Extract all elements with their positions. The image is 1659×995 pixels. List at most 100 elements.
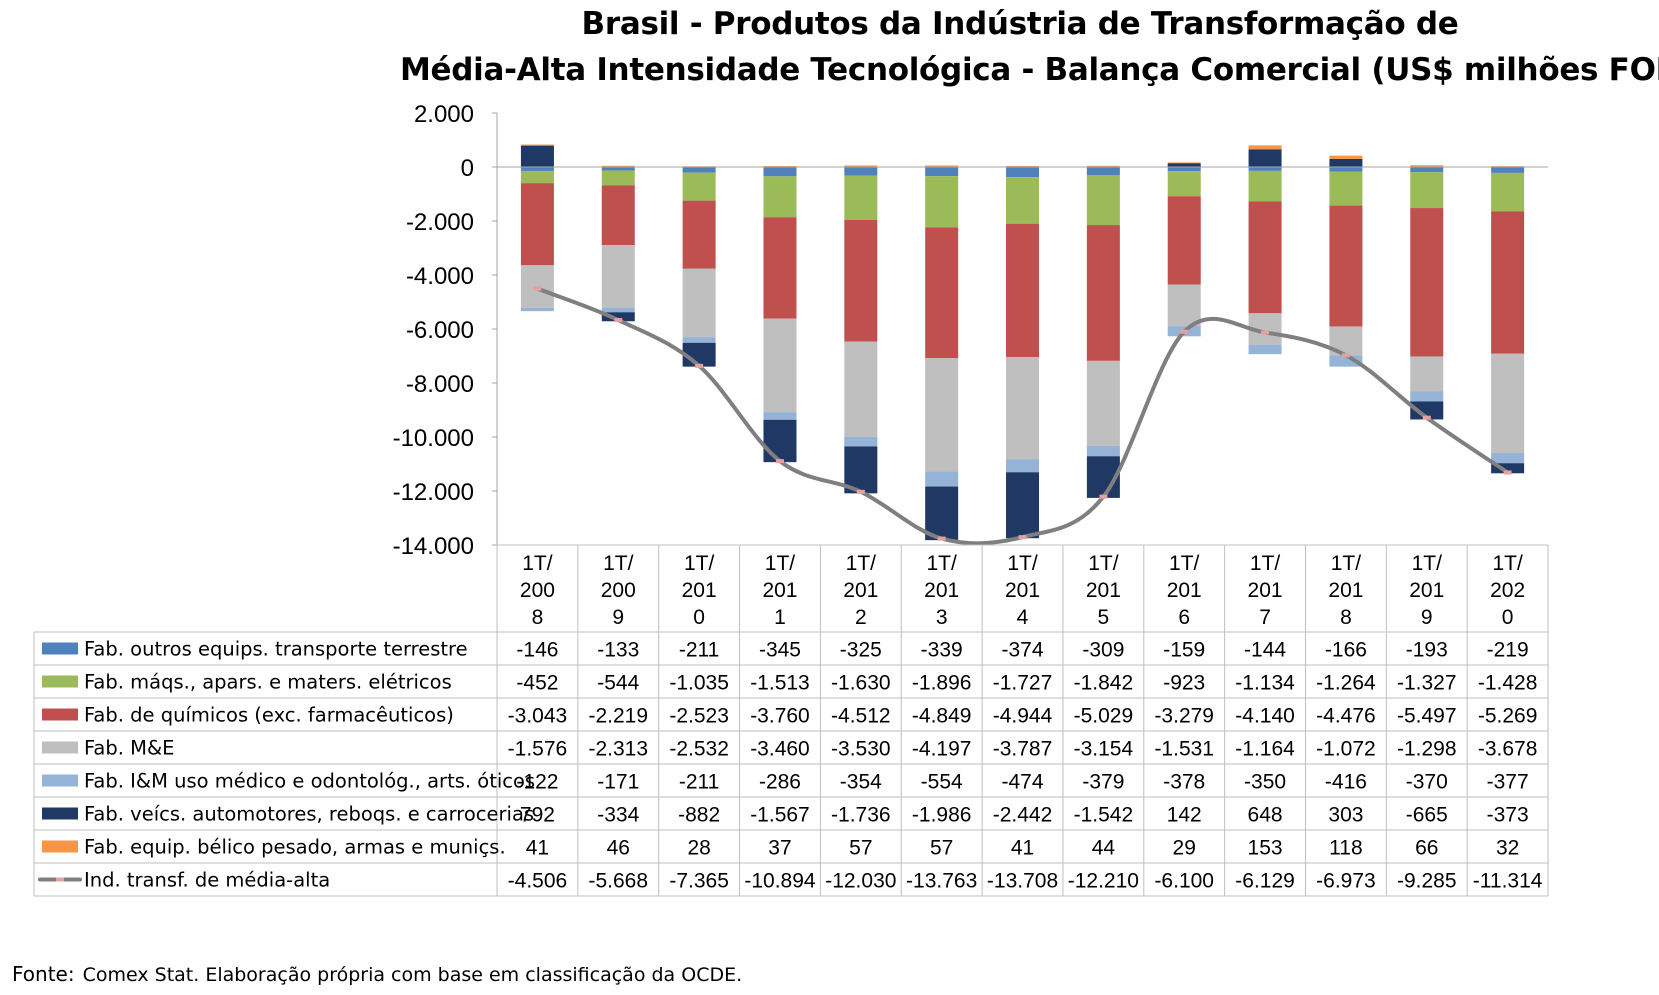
legend-label: Fab. M&E	[84, 737, 175, 760]
category-label: 5	[1098, 606, 1110, 629]
table-cell: -1.428	[1478, 672, 1538, 695]
table-cell: 142	[1167, 804, 1202, 827]
table-cell: -370	[1406, 771, 1448, 794]
bar-segment	[1167, 171, 1201, 197]
line-marker	[937, 536, 946, 541]
table-cell: 32	[1496, 837, 1519, 860]
table-cell: -2.532	[669, 738, 729, 761]
table-cell: -309	[1082, 639, 1124, 662]
y-tick-label: -10.000	[393, 425, 474, 452]
table-cell: -665	[1406, 804, 1448, 827]
line-marker	[1180, 329, 1189, 334]
table-cell: -452	[516, 672, 558, 695]
bar-segment	[763, 318, 797, 413]
table-cell: -350	[1244, 771, 1286, 794]
category-label: 0	[1502, 606, 1514, 629]
stacked-bar-chart: 2.000 0 -2.000 -4.000 -6.000 -8.000 -10.000 -12…	[33, 101, 1549, 897]
table-cell: -4.944	[993, 705, 1053, 728]
bar-segment	[1491, 172, 1525, 212]
category-label: 1T/	[684, 552, 715, 575]
table-cell: -373	[1487, 804, 1529, 827]
line-marker	[614, 318, 623, 323]
bar-segment	[1167, 167, 1201, 172]
bar-segment	[1006, 472, 1040, 539]
table-cell: 57	[930, 837, 953, 860]
table-cell: -211	[679, 639, 719, 662]
bar-segment	[1410, 391, 1444, 402]
category-label: 201	[1167, 579, 1202, 602]
y-tick-label: -14.000	[393, 533, 474, 560]
bar-segment	[682, 200, 716, 269]
line-marker	[1503, 470, 1512, 475]
bar-segment	[925, 358, 959, 472]
table-cell: -354	[840, 771, 882, 794]
table-cell: -3.154	[1074, 738, 1134, 761]
category-label: 1T/	[1250, 552, 1281, 575]
table-cell: -12.030	[825, 870, 896, 893]
category-label: 1T/	[1088, 552, 1119, 575]
bar-segment	[1248, 170, 1282, 202]
table-cell: -4.476	[1316, 705, 1376, 728]
legend-label: Fab. I&M uso médico e odontológ., arts. …	[84, 770, 535, 793]
category-label: 1T/	[1169, 552, 1200, 575]
bar-segment	[1491, 463, 1525, 474]
table-cell: -923	[1163, 672, 1205, 695]
table-cell: -554	[921, 771, 963, 794]
table-cell: 46	[607, 837, 630, 860]
source-label: Fonte:	[12, 962, 75, 986]
chart-title-line2: Média-Alta Intensidade Tecnológica - Bal…	[400, 52, 1659, 88]
legend-label: Ind. transf. de média-alta	[84, 869, 330, 892]
line-marker	[1018, 535, 1027, 540]
bar-segment	[682, 167, 716, 173]
bar-segment	[601, 312, 635, 322]
category-label: 1T/	[1492, 552, 1523, 575]
bar-segment	[1410, 401, 1444, 420]
bar-segment	[682, 337, 716, 343]
table-cell: -416	[1325, 771, 1367, 794]
table-cell: -6.129	[1235, 870, 1295, 893]
source-note: Fonte: Comex Stat. Elaboração própria com…	[12, 962, 742, 986]
table-cell: -171	[597, 771, 639, 794]
bar-segment	[1410, 165, 1444, 167]
category-label: 1	[774, 606, 786, 629]
table-cell: -4.506	[508, 870, 568, 893]
table-cell: -146	[516, 639, 558, 662]
table-cell: -133	[597, 639, 639, 662]
category-label: 201	[1086, 579, 1121, 602]
bar-segment	[1006, 165, 1040, 167]
table-cell: 66	[1415, 837, 1438, 860]
category-label: 1T/	[1331, 552, 1362, 575]
category-label: 201	[1409, 579, 1444, 602]
line-marker	[695, 363, 704, 368]
table-cell: -2.442	[993, 804, 1053, 827]
table-cell: -1.896	[912, 672, 972, 695]
table-cell: -1.327	[1397, 672, 1457, 695]
table-cell: -1.986	[912, 804, 972, 827]
bar-segment	[925, 227, 959, 359]
table-cell: -144	[1244, 639, 1286, 662]
table-cell: -379	[1082, 771, 1124, 794]
table-cell: -13.763	[906, 870, 977, 893]
table-cell: -4.849	[912, 705, 972, 728]
category-label: 201	[1328, 579, 1363, 602]
table-cell: -1.567	[750, 804, 810, 827]
bar-segment	[1248, 344, 1282, 355]
bar-segment	[925, 471, 959, 487]
category-label: 7	[1259, 606, 1271, 629]
table-cell: -159	[1163, 639, 1205, 662]
bar-segment	[1248, 149, 1282, 167]
table-cell: -1.842	[1074, 672, 1134, 695]
table-cell: -286	[759, 771, 801, 794]
table-cell: -1.513	[750, 672, 810, 695]
bar-segment	[1329, 205, 1363, 327]
bar-segment	[1248, 201, 1282, 314]
bar-segment	[1167, 284, 1201, 327]
line-marker	[856, 489, 865, 494]
table-cell: -5.269	[1478, 705, 1538, 728]
bar-segment	[763, 419, 797, 463]
table-cell: -374	[1002, 639, 1044, 662]
bar-segment	[1410, 172, 1444, 209]
table-cell: 792	[520, 804, 555, 827]
bar-segment	[601, 307, 635, 313]
table-cell: -4.512	[831, 705, 891, 728]
